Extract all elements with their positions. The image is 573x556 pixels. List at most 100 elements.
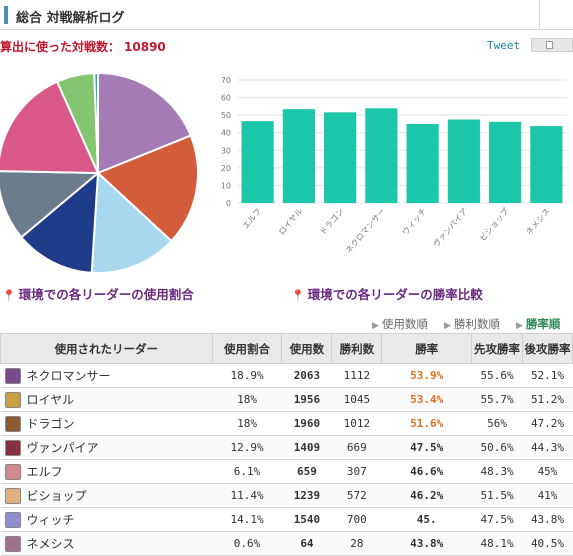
pie-slice-1[interactable] — [97, 71, 193, 175]
wins-cell: 700 — [331, 507, 382, 532]
uses-cell: 1540 — [281, 507, 332, 532]
leader-avatar — [4, 512, 21, 529]
share-cell: 18% — [212, 387, 282, 412]
y-tick-label: 10 — [221, 181, 231, 190]
uses-cell: 64 — [281, 531, 332, 556]
leader-name: ネクロマンサー — [26, 368, 111, 383]
y-tick-label: 70 — [221, 76, 231, 85]
col-uses[interactable]: 使用数 — [281, 333, 333, 364]
wins-cell: 1012 — [331, 411, 382, 436]
table-row[interactable]: ドラゴン 18% 1960 1012 51.6% 56% 47.2% — [0, 411, 573, 436]
total-label: 算出に使った対戦数： — [0, 40, 121, 54]
second-winrate-cell: 47.2% — [522, 411, 573, 436]
table-row[interactable]: ネメシス 0.6% 64 28 43.8% 48.1% 40.5% — [0, 531, 573, 556]
share-cell: 18% — [212, 411, 282, 436]
winrate-cell: 47.5% — [381, 435, 472, 460]
leader-name: ヴァンパイア — [26, 440, 99, 455]
col-leader[interactable]: 使用されたリーダー — [0, 333, 213, 364]
uses-cell: 659 — [281, 459, 332, 484]
bar-6[interactable] — [447, 119, 480, 203]
second-winrate-cell: 44.3% — [522, 435, 573, 460]
bar-1[interactable] — [241, 121, 274, 203]
bar-7[interactable] — [489, 121, 522, 203]
table-row[interactable]: ヴァンパイア 12.9% 1409 669 47.5% 50.6% 44.3% — [0, 435, 573, 460]
pie-slice-2[interactable] — [96, 134, 199, 243]
y-tick-label: 50 — [221, 111, 231, 120]
bar-8[interactable] — [530, 126, 563, 203]
bar-2[interactable] — [282, 109, 315, 203]
leader-avatar — [4, 488, 21, 505]
header-accent — [4, 6, 8, 24]
leader-stats-table: 使用されたリーダー 使用割合 使用数 勝利数 勝率 先攻勝率 後攻勝率 ネクロマ… — [0, 333, 573, 556]
sort-by-wins[interactable]: ▶ 勝利数順 — [444, 316, 500, 332]
col-first-winrate[interactable]: 先攻勝率 — [471, 333, 523, 364]
table-row[interactable]: エルフ 6.1% 659 307 46.6% 48.3% 45% — [0, 459, 573, 484]
first-winrate-cell: 56% — [471, 411, 523, 436]
leader-name-cell: ネメシス — [0, 531, 213, 556]
share-button[interactable] — [531, 38, 573, 52]
triangle-right-icon: ▶ — [372, 321, 379, 331]
total-battles: 算出に使った対戦数： 10890 — [0, 38, 166, 55]
y-tick-label: 20 — [221, 164, 231, 173]
share-cell: 12.9% — [212, 435, 282, 460]
uses-cell: 1956 — [281, 387, 332, 412]
pie-slice-8[interactable] — [93, 71, 99, 174]
second-winrate-cell: 43.8% — [522, 507, 573, 532]
total-value: 10890 — [124, 40, 166, 54]
wins-cell: 1112 — [331, 363, 382, 388]
bar-5[interactable] — [406, 123, 439, 203]
leader-name-cell: ネクロマンサー — [0, 363, 213, 388]
pie-slice-6[interactable] — [0, 80, 100, 175]
table-row[interactable]: ロイヤル 18% 1956 1045 53.4% 55.7% 51.2% — [0, 387, 573, 412]
y-tick-label: 40 — [221, 129, 231, 138]
sort-by-winrate[interactable]: ▶ 勝率順 — [516, 316, 560, 332]
uses-cell: 2063 — [281, 363, 332, 388]
second-winrate-cell: 51.2% — [522, 387, 573, 412]
pie-slice-5[interactable] — [0, 170, 101, 239]
wins-cell: 307 — [331, 459, 382, 484]
table-row[interactable]: ネクロマンサー 18.9% 2063 1112 53.9% 55.6% 52.1% — [0, 363, 573, 388]
col-second-winrate[interactable]: 後攻勝率 — [522, 333, 573, 364]
share-cell: 0.6% — [212, 531, 282, 556]
pie-slice-4[interactable] — [19, 170, 100, 274]
col-wins[interactable]: 勝利数 — [331, 333, 383, 364]
bar-caption: 📍 環境での各リーダーの勝率比較 — [291, 284, 483, 303]
triangle-right-icon: ▶ — [516, 321, 523, 331]
first-winrate-cell: 50.6% — [471, 435, 523, 460]
winrate-cell: 51.6% — [381, 411, 472, 436]
col-winrate[interactable]: 勝率 — [381, 333, 473, 364]
winrate-cell: 45. — [381, 507, 472, 532]
winrate-cell: 43.8% — [381, 531, 472, 556]
leader-avatar — [4, 416, 21, 433]
winrate-cell: 46.2% — [381, 483, 472, 508]
x-tick-label: ネクロマンサー — [344, 207, 387, 256]
leader-name: エルフ — [26, 464, 63, 479]
x-tick-label: ビショップ — [478, 207, 511, 243]
uses-cell: 1239 — [281, 483, 332, 508]
uses-cell: 1409 — [281, 435, 332, 460]
x-tick-label: ドラゴン — [317, 206, 345, 237]
wins-cell: 28 — [331, 531, 382, 556]
page-icon — [546, 41, 553, 49]
x-tick-label: ウィッチ — [401, 207, 428, 237]
tweet-link[interactable]: Tweet — [487, 39, 521, 52]
second-winrate-cell: 41% — [522, 483, 573, 508]
leader-name-cell: ドラゴン — [0, 411, 213, 436]
table-row[interactable]: ビショップ 11.4% 1239 572 46.2% 51.5% 41% — [0, 483, 573, 508]
first-winrate-cell: 48.3% — [471, 459, 523, 484]
col-share[interactable]: 使用割合 — [211, 333, 283, 364]
winrate-cell: 46.6% — [381, 459, 472, 484]
wins-cell: 572 — [331, 483, 382, 508]
leader-name: ウィッチ — [26, 512, 75, 527]
triangle-right-icon: ▶ — [444, 321, 451, 331]
winrate-cell: 53.4% — [381, 387, 472, 412]
first-winrate-cell: 48.1% — [471, 531, 523, 556]
table-row[interactable]: ウィッチ 14.1% 1540 700 45. 47.5% 43.8% — [0, 507, 573, 532]
bar-4[interactable] — [365, 108, 398, 203]
bar-3[interactable] — [324, 112, 357, 203]
leader-usage-pie-chart — [0, 71, 199, 274]
sort-by-usage[interactable]: ▶ 使用数順 — [372, 316, 428, 332]
page-title: 総合 対戦解析ログ — [16, 11, 125, 26]
pie-slice-3[interactable] — [90, 170, 173, 274]
